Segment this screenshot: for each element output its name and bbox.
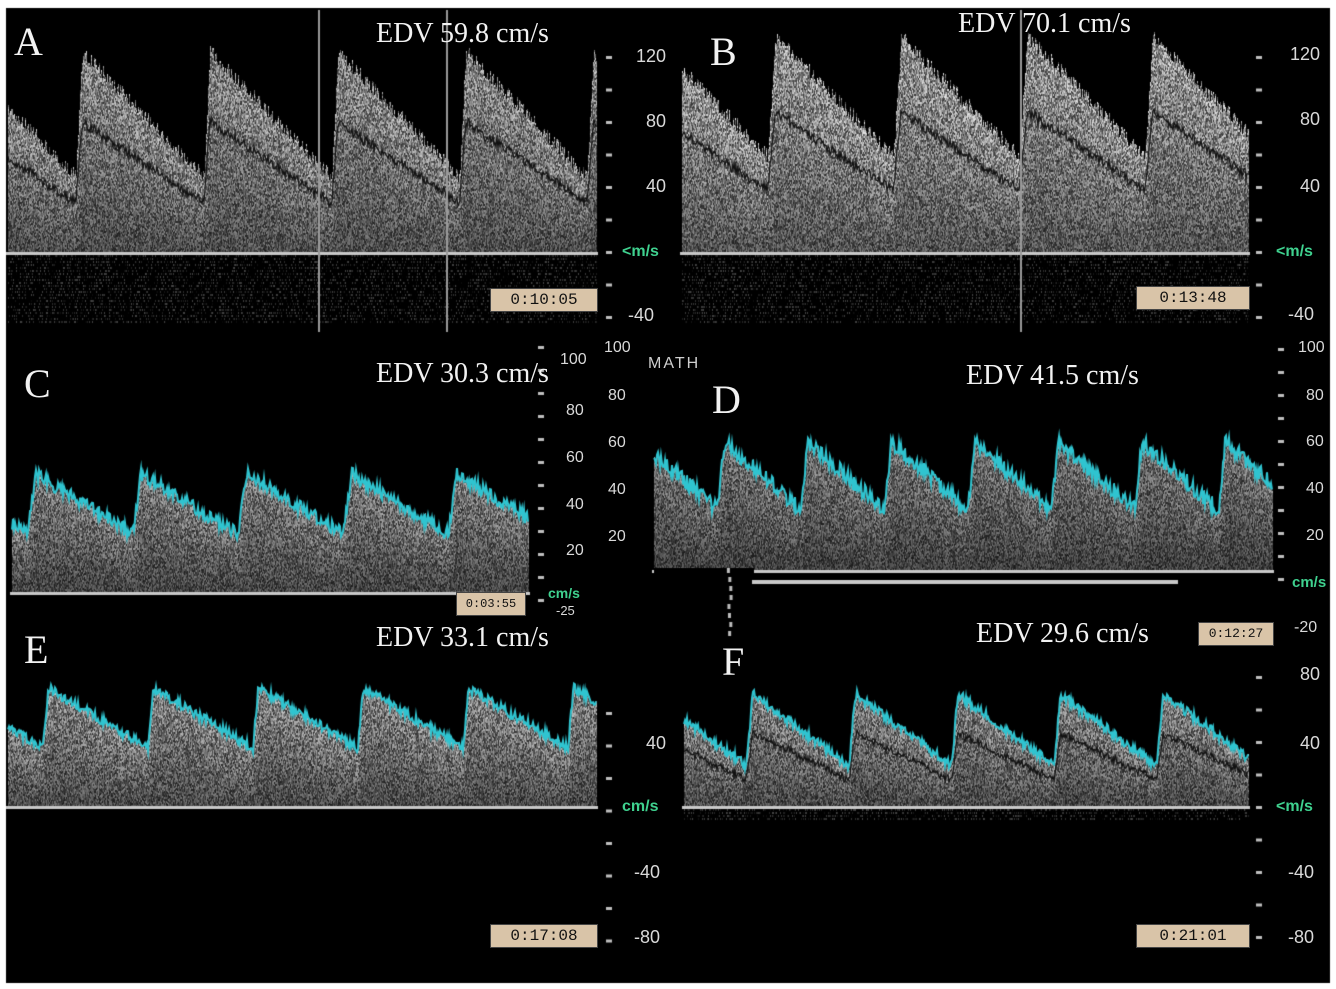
panel-f-tick-80: 80 bbox=[1300, 664, 1321, 684]
panel-b-timestamp: 0:13:48 bbox=[1136, 286, 1250, 310]
panel-a-timestamp: 0:10:05 bbox=[490, 288, 598, 312]
panel-b-tick-80: 80 bbox=[1300, 109, 1321, 129]
panel-d-timestamp: 0:12:27 bbox=[1198, 622, 1274, 646]
panel-d-tick-20: 20 bbox=[1306, 527, 1324, 544]
mid-tick-40: 40 bbox=[608, 481, 626, 498]
panel-b-edv: EDV 70.1 cm/s bbox=[958, 8, 1131, 39]
panel-d-unit: cm/s bbox=[1292, 574, 1327, 591]
panel-f-edv: EDV 29.6 cm/s bbox=[976, 618, 1149, 649]
panel-a-unit: <m/s bbox=[622, 243, 659, 260]
panel-d-tick-60: 60 bbox=[1306, 433, 1324, 450]
panel-f-timestamp: 0:21:01 bbox=[1136, 924, 1250, 948]
panel-d-tick-80: 80 bbox=[1306, 387, 1324, 404]
panel-f-tick-neg40: -40 bbox=[1288, 862, 1315, 882]
panel-c-tick-60: 60 bbox=[566, 449, 584, 466]
panel-a-tick-80: 80 bbox=[646, 111, 667, 131]
panel-c-tick-neg25: -25 bbox=[556, 603, 575, 618]
panel-d-tick-100: 100 bbox=[1298, 339, 1325, 356]
panel-d-letter: D bbox=[712, 377, 741, 422]
panel-d-math-label: MATH bbox=[648, 355, 701, 372]
panel-e-tick-neg80: -80 bbox=[634, 927, 661, 947]
panel-a-tick-40: 40 bbox=[646, 176, 667, 196]
mid-tick-60: 60 bbox=[608, 434, 626, 451]
panel-b-unit: <m/s bbox=[1276, 243, 1313, 260]
panel-a-tick-120: 120 bbox=[636, 46, 667, 66]
panel-f-tick-neg80: -80 bbox=[1288, 927, 1315, 947]
panel-c-unit: cm/s bbox=[548, 585, 580, 601]
panel-b-tick-120: 120 bbox=[1290, 44, 1321, 64]
panel-c-tick-80: 80 bbox=[566, 402, 584, 419]
panel-c-tick-100: 100 bbox=[560, 351, 587, 368]
panel-c-tick-40: 40 bbox=[566, 496, 584, 513]
panel-b-tick-neg40: -40 bbox=[1288, 304, 1315, 324]
mid-tick-100: 100 bbox=[604, 339, 631, 356]
panel-d-tick-neg20: -20 bbox=[1294, 619, 1318, 636]
panel-d-edv: EDV 41.5 cm/s bbox=[966, 360, 1139, 391]
panel-e-letter: E bbox=[24, 627, 49, 672]
panel-a-letter: A bbox=[14, 19, 43, 64]
panel-f-letter: F bbox=[722, 639, 745, 684]
panel-a-edv: EDV 59.8 cm/s bbox=[376, 18, 549, 49]
panel-a-tick-neg40: -40 bbox=[628, 305, 655, 325]
panel-b-tick-40: 40 bbox=[1300, 176, 1321, 196]
panel-c-edv: EDV 30.3 cm/s bbox=[376, 358, 549, 389]
panel-c-timestamp: 0:03:55 bbox=[456, 592, 526, 616]
panel-e-timestamp: 0:17:08 bbox=[490, 924, 598, 948]
mid-tick-20: 20 bbox=[608, 528, 626, 545]
panel-d-tick-40: 40 bbox=[1306, 480, 1324, 497]
panel-c-tick-20: 20 bbox=[566, 542, 584, 559]
panel-f-tick-40: 40 bbox=[1300, 733, 1321, 753]
panel-c-letter: C bbox=[24, 361, 51, 406]
panel-e-tick-40: 40 bbox=[646, 733, 667, 753]
mid-tick-80: 80 bbox=[608, 387, 626, 404]
panel-e-tick-neg40: -40 bbox=[634, 862, 661, 882]
panel-e-unit: cm/s bbox=[622, 798, 659, 815]
panel-e-edv: EDV 33.1 cm/s bbox=[376, 622, 549, 653]
panel-f-unit: <m/s bbox=[1276, 798, 1313, 815]
panel-b-letter: B bbox=[710, 29, 737, 74]
